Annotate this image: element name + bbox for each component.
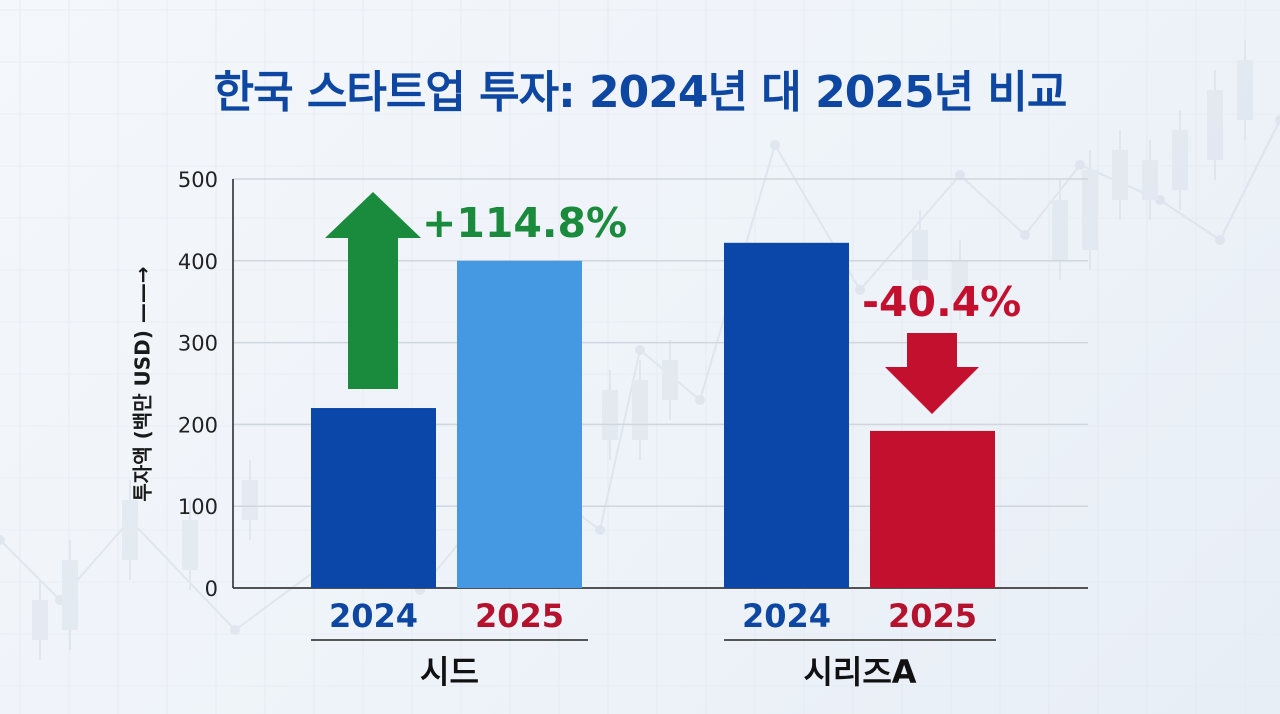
bg-candle [1207, 90, 1223, 160]
bg-candle [182, 520, 198, 570]
bg-candle [602, 390, 618, 440]
bg-trend-point [230, 625, 240, 635]
bg-trend-point [0, 535, 5, 545]
change-label-seed: +114.8% [422, 199, 627, 247]
bar-seed-2024 [311, 408, 436, 588]
bg-trend-point [770, 140, 780, 150]
group-label: 시드 [420, 653, 479, 691]
bg-candle [952, 260, 968, 300]
bg-candle [62, 560, 78, 630]
bg-trend-point [1020, 230, 1030, 240]
y-tick-label: 200 [178, 413, 218, 437]
y-tick-label: 400 [178, 250, 218, 274]
bg-candle [1237, 60, 1253, 120]
bg-trend-point [955, 170, 965, 180]
up-arrow-icon [325, 192, 421, 389]
down-arrow-icon [885, 333, 979, 414]
bg-trend-point [595, 525, 605, 535]
bg-trend-point [1215, 235, 1225, 245]
bg-trend-point [1275, 115, 1280, 125]
change-label-seriesA: -40.4% [862, 278, 1021, 326]
bg-candle [1112, 150, 1128, 200]
x-tick-label: 2024 [742, 597, 831, 635]
x-tick-label: 2025 [475, 597, 564, 635]
bg-trend-point [695, 395, 705, 405]
bg-candle [1172, 130, 1188, 190]
bg-trend-point [635, 345, 645, 355]
bar-seriesA-2024 [724, 242, 849, 588]
y-tick-label: 500 [178, 168, 218, 192]
bg-candle [1142, 160, 1158, 200]
bg-candle [122, 500, 138, 560]
group-label: 시리즈A [803, 653, 916, 691]
bg-candle [1052, 200, 1068, 260]
bg-candle [32, 600, 48, 640]
bg-trend-point [855, 285, 865, 295]
y-tick-label: 300 [178, 332, 218, 356]
bar-seriesA-2025 [870, 430, 995, 588]
x-tick-label: 2024 [329, 597, 418, 635]
bg-candle [912, 230, 928, 280]
bar-seed-2025 [457, 260, 582, 588]
chart-title: 한국 스타트업 투자: 2024년 대 2025년 비교 [213, 67, 1068, 118]
bg-candle [1082, 170, 1098, 250]
x-tick-label: 2025 [888, 597, 977, 635]
bg-trend-point [1075, 160, 1085, 170]
bg-candle [242, 480, 258, 520]
bg-candle [662, 360, 678, 400]
y-tick-label: 100 [178, 495, 218, 519]
y-tick-label: 0 [205, 577, 218, 601]
